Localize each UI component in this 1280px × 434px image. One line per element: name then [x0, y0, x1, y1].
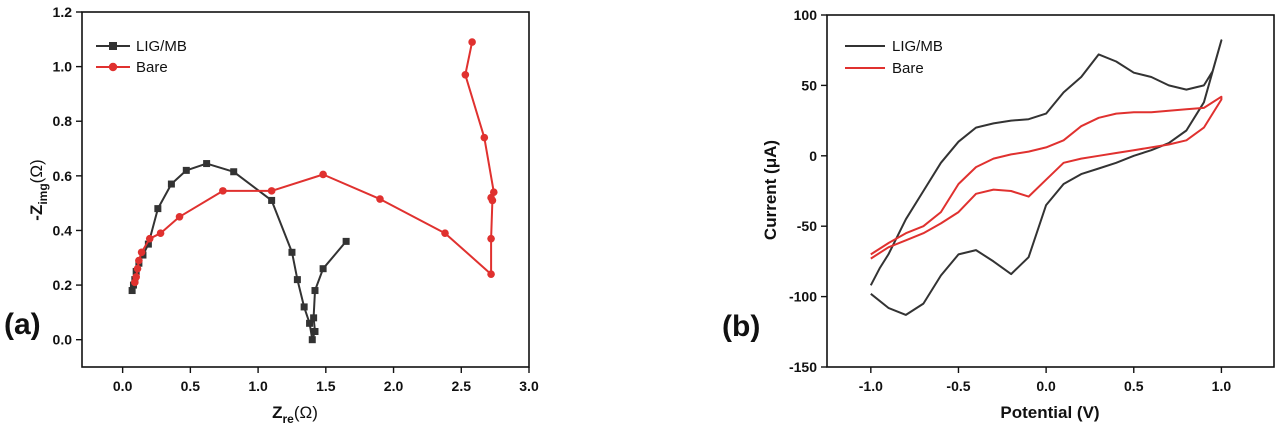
a-series-line-1 [133, 41, 495, 283]
panel-b-cv-plot: -1.0 -0.5 0.0 0.5 1.0 -150 -100 -50 0 50 100 Pote… [722, 7, 1275, 422]
b-x-tick-label: -1.0 [859, 378, 883, 394]
a-x-tick-label: 2.0 [384, 378, 404, 394]
a-series-0-point [230, 168, 238, 176]
panel-b-series [869, 39, 1223, 316]
b-y-tick-label: 0 [809, 148, 817, 164]
a-series-0-point [268, 196, 276, 204]
panel-a-legend-bare: Bare [136, 59, 168, 76]
b-x-tick-label: 0.5 [1124, 378, 1144, 394]
a-x-tick-label: 0.0 [113, 378, 133, 394]
a-x-tick-label: 1.0 [248, 378, 268, 394]
a-series-1-point [132, 273, 140, 281]
a-series-0-point [128, 287, 136, 295]
a-x-tick-label: 0.5 [181, 378, 201, 394]
b-y-tick-label: 50 [801, 77, 817, 93]
b-y-tick-label: 100 [794, 7, 818, 23]
a-series-1-point [468, 38, 476, 46]
a-series-1-point [319, 170, 327, 179]
panel-b-y-axis-label: Current (μA) [761, 140, 780, 240]
panel-a-series [128, 38, 498, 344]
panel-b-legend: LIG/MB Bare [845, 38, 943, 77]
a-series-0-point [342, 237, 350, 245]
a-series-0-point [311, 328, 319, 335]
b-x-tick-label: 1.0 [1212, 378, 1232, 394]
a-series-0-point [293, 276, 301, 284]
a-series-1-point [219, 187, 227, 195]
panel-b-legend-lig-mb: LIG/MB [892, 38, 943, 55]
a-series-1-point [267, 187, 276, 195]
a-series-1-point [137, 248, 146, 257]
panel-a-x-axis-label: Zre(Ω) [272, 403, 318, 426]
b-y-tick-label: -150 [789, 359, 817, 375]
a-y-tick-label: 1.2 [53, 4, 73, 20]
a-series-1-point [145, 234, 154, 243]
a-series-0-point [182, 166, 190, 174]
a-y-tick-label: 1.0 [53, 59, 73, 75]
a-series-0-point [167, 180, 175, 188]
a-series-0-point [300, 303, 308, 311]
a-x-tick-label: 2.5 [452, 378, 472, 394]
a-series-0-point [308, 336, 316, 344]
a-series-0-point [288, 248, 296, 256]
panel-a-y-ticks: 0.0 0.2 0.4 0.6 0.8 1.0 1.2 [53, 4, 82, 348]
panel-a-y-axis-label: -Zimg(Ω) [27, 159, 50, 220]
panel-a-legend: LIG/MB Bare [96, 38, 187, 76]
a-series-0-point [203, 160, 211, 168]
a-series-1-point [489, 188, 498, 197]
a-series-1-point [487, 270, 495, 278]
panel-b-label: (b) [722, 310, 760, 343]
a-y-tick-label: 0.8 [53, 113, 73, 129]
panel-b-legend-bare: Bare [892, 60, 924, 77]
panel-b-x-ticks: -1.0 -0.5 0.0 0.5 1.0 [859, 367, 1232, 394]
panel-a-nyquist-plot: 0.0 0.5 1.0 1.5 2.0 2.5 3.0 0.0 0.2 0.4 0.6 0.8 1.0… [4, 4, 539, 426]
panel-b-plot-frame [826, 14, 1275, 368]
a-x-tick-label: 1.5 [316, 378, 336, 394]
a-series-0-point [319, 265, 327, 273]
a-y-tick-label: 0.6 [53, 168, 73, 184]
a-y-tick-label: 0.0 [53, 332, 73, 348]
panel-a-label: (a) [4, 308, 41, 341]
b-y-tick-label: -100 [789, 289, 817, 305]
b-x-tick-label: 0.0 [1036, 378, 1056, 394]
a-y-tick-label: 0.4 [53, 222, 73, 238]
a-series-0-point [306, 319, 314, 327]
a-x-tick-label: 3.0 [519, 378, 539, 394]
panel-b-x-axis-label: Potential (V) [1000, 403, 1099, 422]
b-series-line-1 [870, 95, 1223, 260]
b-y-tick-label: -50 [797, 218, 817, 234]
a-series-1-point [376, 195, 384, 203]
a-series-1-point [487, 234, 495, 243]
a-series-1-point [441, 229, 449, 237]
a-series-0-point [310, 314, 318, 322]
a-series-1-point [156, 229, 165, 237]
a-series-1-point [133, 264, 142, 273]
a-series-1-point [135, 256, 143, 265]
a-series-1-point [175, 213, 184, 221]
b-x-tick-label: -0.5 [946, 378, 970, 394]
a-series-0-point [144, 240, 152, 248]
a-series-0-point [154, 205, 162, 213]
a-series-1-point [480, 133, 489, 142]
panel-a-x-ticks: 0.0 0.5 1.0 1.5 2.0 2.5 3.0 [113, 367, 539, 394]
panel-b-y-ticks: -150 -100 -50 0 50 100 [789, 7, 827, 375]
a-y-tick-label: 0.2 [53, 277, 73, 293]
a-series-1-point [461, 71, 470, 79]
panel-a-plot-frame [81, 11, 530, 368]
b-series-line-0 [869, 39, 1223, 316]
a-series-0-point [311, 287, 319, 295]
panel-a-legend-lig-mb: LIG/MB [136, 38, 187, 55]
